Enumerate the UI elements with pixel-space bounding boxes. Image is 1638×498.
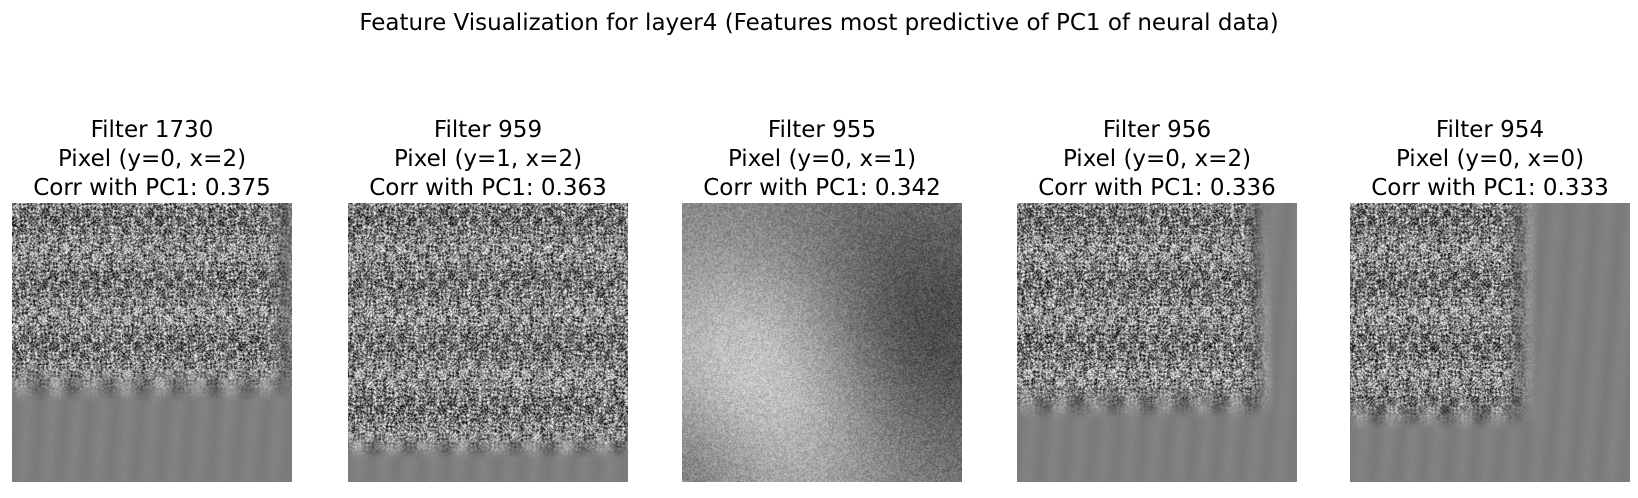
feature-panel-2: Filter 959 Pixel (y=1, x=2) Corr with PC… [348,116,628,482]
corr-label: Corr with PC1: 0.333 [1371,175,1609,201]
panel-caption: Filter 954 Pixel (y=0, x=0) Corr with PC… [1320,116,1638,203]
figure-title: Feature Visualization for layer4 (Featur… [359,10,1279,36]
filter-label: Filter 954 [1435,117,1545,143]
corr-label: Corr with PC1: 0.342 [703,175,941,201]
panel-caption: Filter 955 Pixel (y=0, x=1) Corr with PC… [652,116,992,203]
feature-visualization-image [682,203,962,482]
feature-panel-5: Filter 954 Pixel (y=0, x=0) Corr with PC… [1350,116,1630,482]
panel-caption: Filter 1730 Pixel (y=0, x=2) Corr with P… [0,116,322,203]
corr-label: Corr with PC1: 0.336 [1038,175,1276,201]
filter-label: Filter 956 [1102,117,1212,143]
pixel-label: Pixel (y=0, x=0) [1395,146,1585,172]
panel-caption: Filter 959 Pixel (y=1, x=2) Corr with PC… [318,116,658,203]
panel-caption: Filter 956 Pixel (y=0, x=2) Corr with PC… [987,116,1327,203]
pixel-label: Pixel (y=0, x=2) [1062,146,1252,172]
feature-visualization-image [1017,203,1297,482]
feature-visualization-image [348,203,628,482]
corr-label: Corr with PC1: 0.375 [33,175,271,201]
feature-panel-1: Filter 1730 Pixel (y=0, x=2) Corr with P… [12,116,292,482]
corr-label: Corr with PC1: 0.363 [369,175,607,201]
feature-panel-3: Filter 955 Pixel (y=0, x=1) Corr with PC… [682,116,962,482]
feature-panel-4: Filter 956 Pixel (y=0, x=2) Corr with PC… [1017,116,1297,482]
filter-label: Filter 955 [767,117,877,143]
pixel-label: Pixel (y=0, x=1) [727,146,917,172]
feature-visualization-image [12,203,292,482]
filter-label: Filter 1730 [90,117,214,143]
filter-label: Filter 959 [433,117,543,143]
pixel-label: Pixel (y=0, x=2) [57,146,247,172]
pixel-label: Pixel (y=1, x=2) [393,146,583,172]
feature-visualization-image [1350,203,1630,482]
